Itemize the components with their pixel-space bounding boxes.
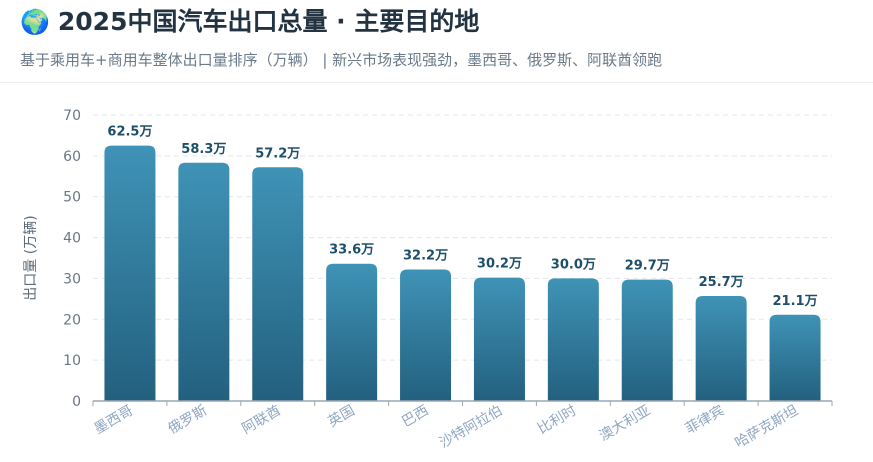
y-axis: 0 10 20 30 40 50 60 70: [63, 108, 81, 410]
y-tick-label: 30: [63, 271, 81, 287]
x-axis: 墨西哥 俄罗斯 阿联酋 英国 巴西 沙特阿拉伯 比利时 澳大利亚 菲律宾 哈萨克斯坦: [92, 400, 833, 452]
title-row: 🌍 2025中国汽车出口总量 · 主要目的地: [20, 6, 479, 38]
chart-subtitle: 基于乘用车+商用车整体出口量排序（万辆） | 新兴市场表现强劲，墨西哥、俄罗斯、…: [20, 51, 663, 69]
data-label: 25.7万: [699, 275, 744, 290]
bar: [104, 145, 156, 401]
y-tick-label: 0: [72, 394, 81, 410]
bar: [547, 278, 599, 401]
bar: [473, 277, 525, 401]
data-label: 32.2万: [403, 248, 448, 263]
category-label: 墨西哥: [92, 403, 136, 438]
category-label: 菲律宾: [683, 403, 727, 438]
globe-icon: 🌍: [20, 8, 50, 36]
chart-header: 🌍 2025中国汽车出口总量 · 主要目的地 基于乘用车+商用车整体出口量排序（…: [0, 0, 873, 83]
bar: [252, 167, 304, 401]
category-label: 澳大利亚: [597, 403, 653, 445]
y-tick-label: 70: [63, 108, 81, 124]
y-axis-title: 出口量 (万辆): [23, 215, 39, 301]
data-label: 30.2万: [477, 257, 522, 272]
chart-title: 2025中国汽车出口总量 · 主要目的地: [57, 7, 480, 36]
y-tick-label: 50: [63, 190, 81, 206]
y-tick-label: 20: [63, 312, 81, 328]
bar-chart: 0 10 20 30 40 50 60 70 62.5万 58.3万 57.2万 33.6万 32.2…: [63, 108, 833, 452]
data-label: 62.5万: [107, 125, 152, 140]
data-label: 58.3万: [181, 142, 226, 157]
data-label: 33.6万: [329, 243, 374, 258]
bar: [621, 279, 673, 401]
y-tick-label: 60: [63, 149, 81, 165]
bar: [400, 269, 452, 401]
data-label: 30.0万: [551, 257, 596, 272]
category-label: 阿联酋: [239, 402, 284, 438]
category-label: 比利时: [535, 403, 579, 438]
data-label: 29.7万: [625, 259, 670, 274]
y-tick-label: 10: [63, 353, 81, 369]
y-tick-label: 40: [63, 231, 81, 247]
bar: [326, 263, 378, 401]
category-label: 巴西: [399, 403, 431, 431]
bar: [178, 162, 230, 401]
data-label: 57.2万: [255, 146, 300, 161]
category-label: 哈萨克斯坦: [732, 403, 801, 452]
category-label: 俄罗斯: [165, 403, 209, 438]
category-label: 英国: [325, 402, 358, 431]
bar: [695, 295, 747, 401]
bar: [769, 314, 821, 401]
data-labels: 62.5万 58.3万 57.2万 33.6万 32.2万 30.2万 30.0万 29.7万…: [107, 125, 817, 309]
bars: [104, 145, 821, 401]
data-label: 21.1万: [773, 294, 818, 309]
category-label: 沙特阿拉伯: [437, 403, 506, 452]
